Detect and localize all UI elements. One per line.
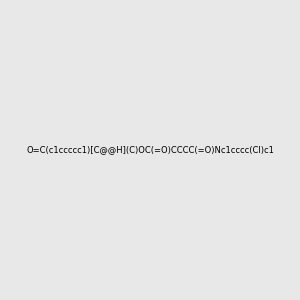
Text: O=C(c1ccccc1)[C@@H](C)OC(=O)CCCC(=O)Nc1cccc(Cl)c1: O=C(c1ccccc1)[C@@H](C)OC(=O)CCCC(=O)Nc1c… xyxy=(26,146,274,154)
